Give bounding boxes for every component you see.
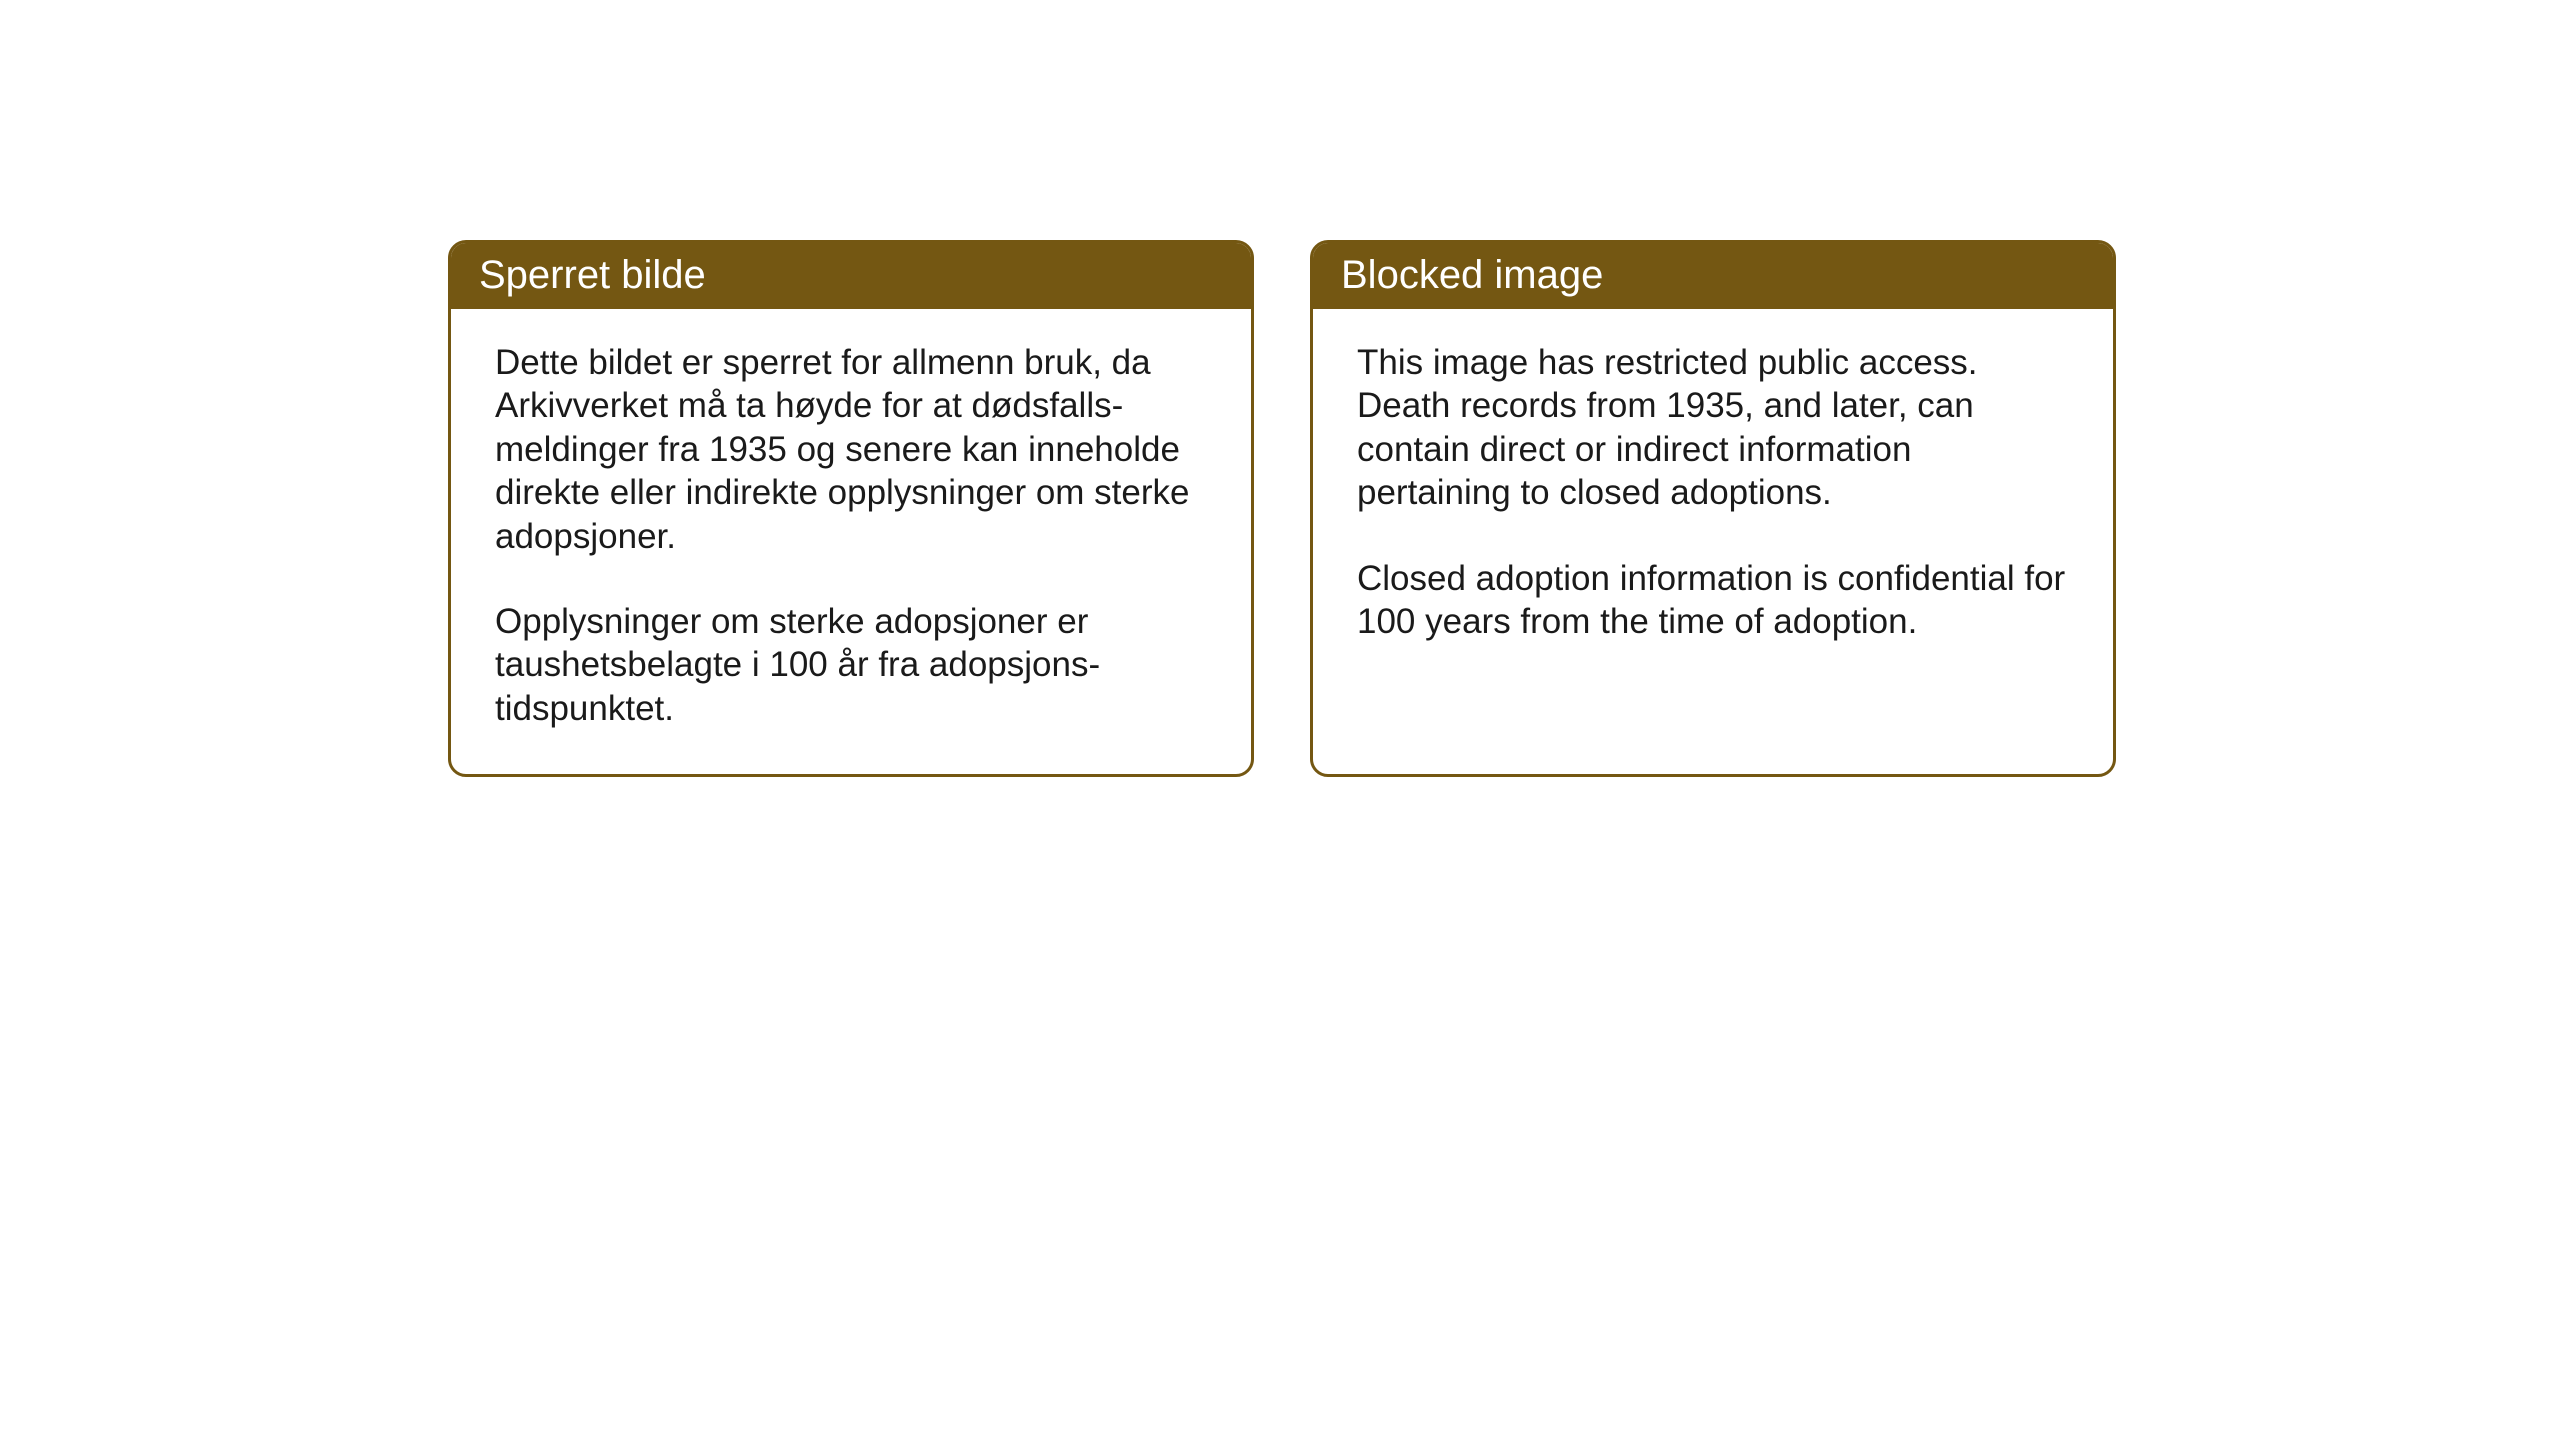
english-notice-card: Blocked image This image has restricted … bbox=[1310, 240, 2116, 777]
norwegian-card-body: Dette bildet er sperret for allmenn bruk… bbox=[451, 309, 1251, 774]
notice-cards-container: Sperret bilde Dette bildet er sperret fo… bbox=[448, 240, 2116, 777]
english-card-body: This image has restricted public access.… bbox=[1313, 309, 2113, 687]
english-card-title: Blocked image bbox=[1313, 243, 2113, 309]
norwegian-paragraph-1: Dette bildet er sperret for allmenn bruk… bbox=[495, 341, 1207, 558]
english-paragraph-2: Closed adoption information is confident… bbox=[1357, 557, 2069, 644]
norwegian-notice-card: Sperret bilde Dette bildet er sperret fo… bbox=[448, 240, 1254, 777]
english-paragraph-1: This image has restricted public access.… bbox=[1357, 341, 2069, 515]
norwegian-card-title: Sperret bilde bbox=[451, 243, 1251, 309]
norwegian-paragraph-2: Opplysninger om sterke adopsjoner er tau… bbox=[495, 600, 1207, 730]
